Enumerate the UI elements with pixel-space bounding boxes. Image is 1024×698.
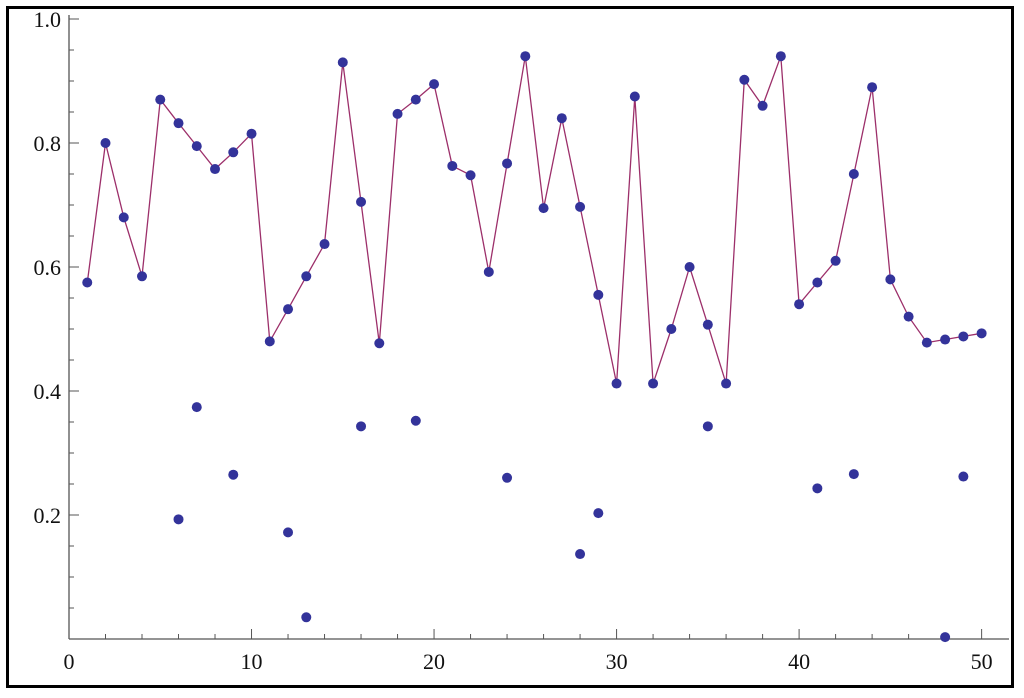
line-data-point — [848, 169, 859, 179]
line-data-point — [867, 82, 878, 93]
line-data-point — [721, 378, 732, 389]
line-data-point — [447, 160, 458, 171]
line-data-point — [264, 336, 275, 347]
line-data-point — [210, 164, 221, 175]
line-data-point — [246, 128, 257, 139]
scatter-data-point — [410, 415, 421, 426]
x-tick-label: 50 — [971, 649, 993, 674]
line-data-point — [82, 277, 93, 288]
x-tick-label: 40 — [788, 649, 810, 674]
x-tick-label: 30 — [606, 649, 628, 674]
y-tick-label: 0.6 — [34, 255, 62, 280]
series-lines — [86, 55, 982, 384]
scatter-chart: 0 10 20 30 40 50 0.2 0.4 0.6 0.8 1.0 — [34, 9, 1009, 674]
x-tick-label: 20 — [423, 649, 445, 674]
line-data-point — [100, 138, 111, 148]
line-data-point — [794, 299, 805, 310]
line-data-point — [976, 328, 987, 339]
line-data-point — [356, 196, 367, 207]
line-data-point — [374, 338, 385, 349]
line-data-point — [155, 94, 166, 105]
axes — [68, 15, 1009, 640]
line-data-point — [684, 262, 695, 272]
line-data-point — [429, 79, 440, 90]
x-tick-label: 0 — [64, 649, 75, 674]
line-data-point — [903, 311, 914, 322]
scatter-data-point — [301, 612, 312, 623]
y-tick-label: 0.8 — [34, 131, 62, 156]
line-data-point — [830, 255, 841, 266]
line-data-point — [648, 378, 659, 389]
line-data-point — [483, 266, 494, 277]
line-data-point — [812, 277, 823, 288]
line-data-point — [520, 51, 531, 62]
line-data-point — [921, 337, 932, 348]
line-data-point — [575, 201, 586, 212]
scatter-data-point — [356, 421, 367, 432]
line-data-point — [757, 100, 768, 111]
line-data-point — [611, 378, 622, 389]
data-points — [82, 51, 987, 643]
line-data-point — [410, 94, 421, 105]
line-data-point — [940, 334, 951, 345]
x-tick-label: 10 — [241, 649, 263, 674]
chart-frame: 0 10 20 30 40 50 0.2 0.4 0.6 0.8 1.0 — [6, 6, 1014, 688]
line-data-point — [702, 319, 713, 330]
scatter-data-point — [940, 632, 951, 643]
line-data-point — [885, 274, 896, 285]
y-tick-label: 0.4 — [34, 379, 62, 404]
scatter-data-point — [812, 483, 823, 494]
scatter-data-point — [848, 469, 859, 480]
axis-ticks — [68, 18, 983, 639]
line-data-point — [283, 304, 294, 315]
line-data-point — [228, 147, 239, 158]
series-line — [86, 55, 982, 384]
scatter-data-point — [191, 402, 202, 413]
scatter-data-point — [958, 471, 969, 482]
line-data-point — [173, 118, 184, 129]
line-data-point — [502, 158, 513, 169]
y-tick-label: 1.0 — [34, 9, 62, 32]
scatter-data-point — [173, 514, 184, 525]
line-data-point — [137, 271, 148, 282]
line-data-point — [301, 271, 312, 282]
line-data-point — [465, 170, 476, 181]
line-data-point — [392, 108, 403, 119]
scatter-data-point — [702, 421, 713, 432]
line-data-point — [538, 203, 549, 214]
scatter-data-point — [575, 549, 586, 560]
line-data-point — [775, 51, 786, 62]
scatter-data-point — [283, 527, 294, 538]
line-data-point — [958, 331, 969, 342]
scatter-data-point — [228, 469, 239, 480]
line-data-point — [556, 113, 567, 124]
y-tick-label: 0.2 — [34, 503, 62, 528]
scatter-data-point — [502, 472, 513, 483]
line-data-point — [319, 239, 330, 250]
tick-labels: 0 10 20 30 40 50 0.2 0.4 0.6 0.8 1.0 — [34, 9, 993, 674]
scatter-data-point — [593, 508, 604, 519]
line-data-point — [191, 141, 202, 152]
line-data-point — [666, 324, 677, 334]
line-data-point — [739, 74, 750, 85]
line-data-point — [629, 91, 640, 102]
line-data-point — [593, 289, 604, 300]
line-data-point — [118, 212, 129, 223]
line-data-point — [337, 57, 348, 68]
